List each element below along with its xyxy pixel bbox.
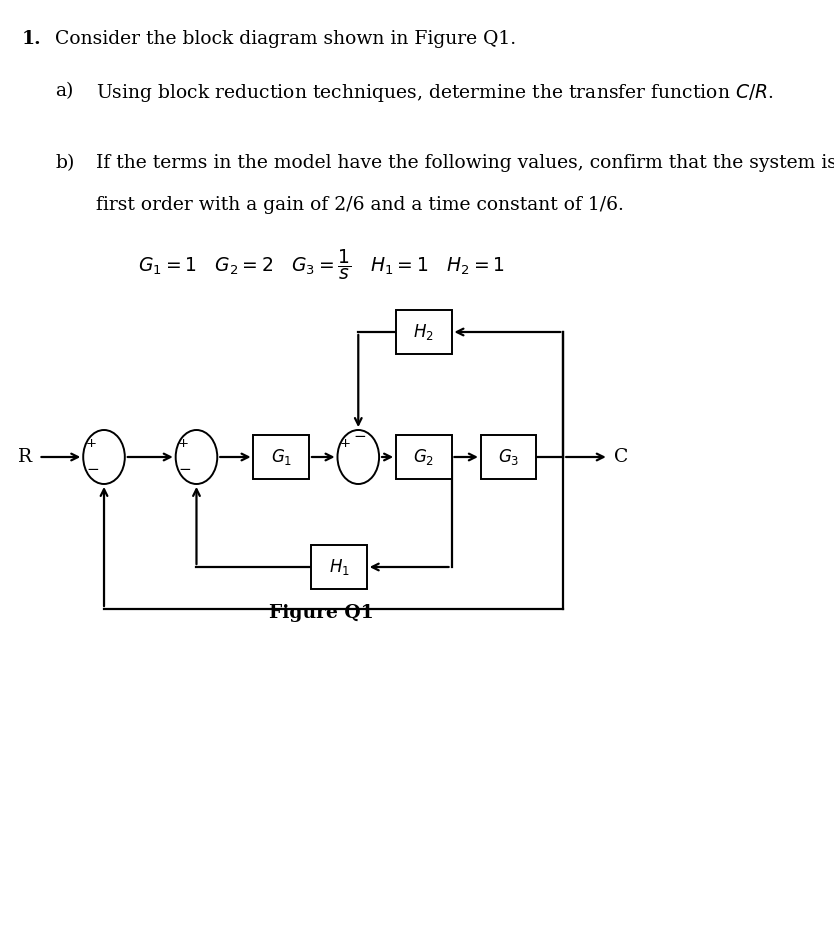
Text: $H_2$: $H_2$ (414, 322, 435, 342)
Text: $G_2$: $G_2$ (413, 447, 435, 467)
FancyBboxPatch shape (311, 545, 367, 589)
Text: +: + (86, 437, 97, 450)
Text: first order with a gain of 2/6 and a time constant of 1/6.: first order with a gain of 2/6 and a tim… (96, 196, 624, 214)
Text: +: + (178, 437, 189, 450)
Text: If the terms in the model have the following values, confirm that the system is: If the terms in the model have the follo… (96, 154, 834, 172)
Text: $G_3$: $G_3$ (498, 447, 520, 467)
Text: R: R (18, 448, 33, 466)
Text: b): b) (56, 154, 75, 172)
Text: 1.: 1. (22, 30, 41, 48)
Text: $G_1 = 1 \quad G_2 = 2 \quad G_3 = \dfrac{1}{s} \quad H_1 = 1 \quad H_2 = 1$: $G_1 = 1 \quad G_2 = 2 \quad G_3 = \dfra… (138, 247, 505, 282)
Text: Using block reduction techniques, determine the transfer function $C/R$.: Using block reduction techniques, determ… (96, 82, 774, 104)
FancyBboxPatch shape (396, 435, 451, 479)
Text: C: C (614, 448, 629, 466)
FancyBboxPatch shape (254, 435, 309, 479)
Circle shape (338, 430, 379, 484)
Text: +: + (340, 437, 351, 450)
Text: $H_1$: $H_1$ (329, 557, 349, 577)
Text: a): a) (56, 82, 74, 100)
FancyBboxPatch shape (480, 435, 536, 479)
Text: −: − (178, 462, 192, 477)
Text: −: − (86, 462, 99, 477)
Text: −: − (353, 430, 365, 445)
Circle shape (83, 430, 125, 484)
FancyBboxPatch shape (396, 310, 451, 354)
Text: $G_1$: $G_1$ (270, 447, 292, 467)
Text: Figure Q1: Figure Q1 (269, 604, 374, 622)
Text: Consider the block diagram shown in Figure Q1.: Consider the block diagram shown in Figu… (56, 30, 516, 48)
Circle shape (176, 430, 218, 484)
